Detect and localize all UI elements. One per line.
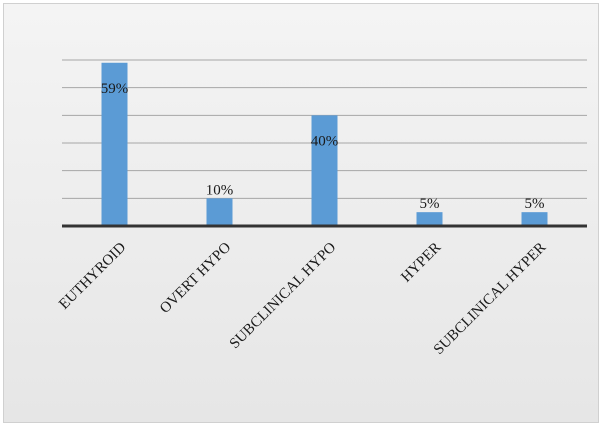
bar <box>416 212 443 226</box>
data-labels: 59% 10% 40% 5% 5% <box>101 81 545 212</box>
bar <box>521 212 548 226</box>
bar <box>206 198 233 226</box>
x-tick-label: EUTHYROID <box>56 239 129 312</box>
data-label: 40% <box>311 133 339 149</box>
data-label: 5% <box>420 196 440 212</box>
x-tick-label: SUBCLINICAL HYPER <box>431 240 549 358</box>
bars <box>101 62 548 227</box>
bar <box>101 62 128 227</box>
data-label: 10% <box>206 182 234 198</box>
gridlines <box>62 59 587 199</box>
x-tick-label: HYPER <box>398 240 444 286</box>
data-label: 5% <box>525 196 545 212</box>
bar <box>311 115 338 226</box>
data-label: 59% <box>101 81 129 97</box>
x-tick-label: OVERT HYPO <box>157 239 234 316</box>
x-tick-label: SUBCLINICAL HYPO <box>227 239 340 352</box>
